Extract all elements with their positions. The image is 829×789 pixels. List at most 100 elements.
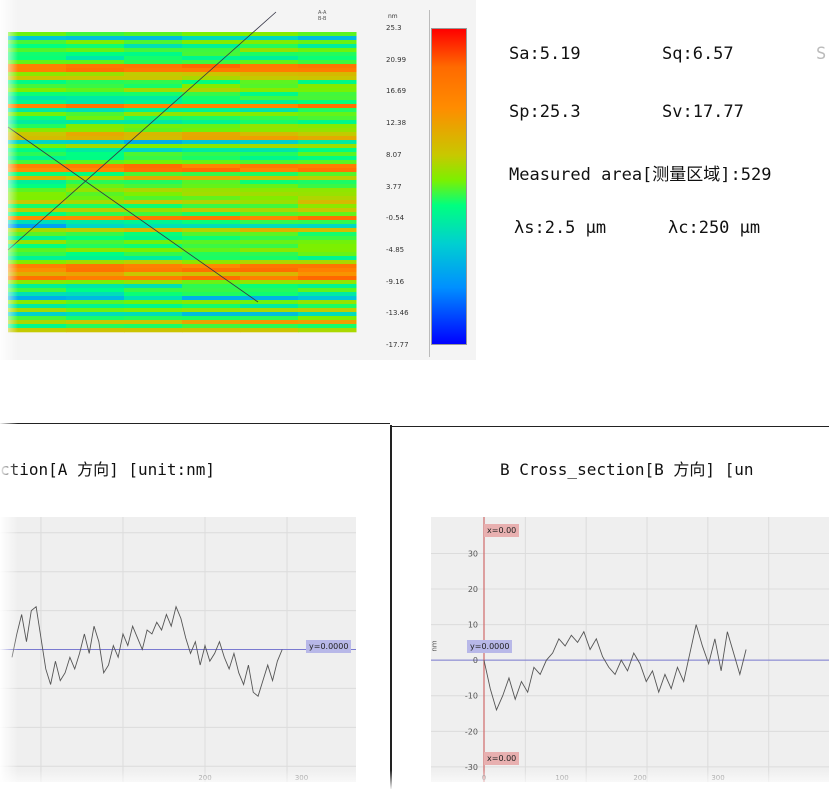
heatmap-cell [298,148,357,153]
heatmap-legend: A-A B-B [318,10,327,22]
heatmap-cell [240,124,299,129]
heatmap-cell [124,200,183,205]
heatmap-cell [298,88,357,93]
heatmap-cell [66,48,125,53]
heatmap-cell [240,84,299,89]
heatmap-cell [124,100,183,105]
colorbar-tick-label: -4.85 [386,245,405,254]
heatmap-cell [298,212,357,217]
heatmap-cell [66,268,125,273]
heatmap-cell [298,32,357,37]
heatmap-cell [298,80,357,85]
heatmap-cell [8,244,67,249]
heatmap-cell [182,116,241,121]
colorbar-tick-label: 8.07 [386,150,402,159]
heatmap-cell [298,48,357,53]
heatmap-cell [240,160,299,165]
heatmap-cell [124,64,183,69]
heatmap-cell [8,200,67,205]
colorbar-unit: nm [388,13,398,20]
heatmap-cell [240,44,299,49]
heatmap-cell [298,256,357,261]
heatmap-cell [124,184,183,189]
heatmap-cell [182,96,241,101]
colorbar-tick-label: -0.54 [386,214,405,223]
heatmap-cell [182,148,241,153]
heatmap-cell [182,208,241,213]
heatmap-cell [8,176,67,181]
heatmap-cell [124,132,183,137]
heatmap-cell [298,168,357,173]
heatmap-cell [298,180,357,185]
heatmap-cell [8,64,67,69]
heatmap-cell [124,168,183,173]
heatmap-cell [182,300,241,305]
heatmap-cell [298,140,357,145]
heatmap-cell [182,176,241,181]
y-tick-label: 20 [468,585,478,594]
heatmap-cell [182,76,241,81]
heatmap-cell [66,120,125,125]
heatmap-cell [124,72,183,77]
heatmap-cell [66,108,125,113]
heatmap-cell [8,236,67,241]
cross-section-b-plot: -30-20-1001020300100200300 x=0.00 x=0.00… [431,517,829,782]
heatmap-cell [8,80,67,85]
heatmap-cell [66,216,125,221]
heatmap-cell [124,96,183,101]
heatmap-cell [240,64,299,69]
heatmap-cell [182,224,241,229]
heatmap-cell [240,80,299,85]
heatmap-cell [240,264,299,269]
heatmap-cell [182,240,241,245]
heatmap-cell [240,220,299,225]
heatmap-cell [8,328,67,333]
heatmap-cell [8,276,67,281]
plot-b-cursor-x-top-label[interactable]: x=0.00 [484,524,520,537]
heatmap-cell [124,48,183,53]
heatmap-cell [298,40,357,45]
param-sq: Sq:6.57 [662,44,734,64]
heatmap-cell [240,132,299,137]
heatmap-cell [240,304,299,309]
heatmap-cell [298,184,357,189]
heatmap-cell [298,324,357,329]
heatmap-cell [124,120,183,125]
heatmap-cell [66,124,125,129]
plot-b-cursor-x-bottom-label[interactable]: x=0.00 [484,752,520,765]
heatmap-cell [182,124,241,129]
heatmap-cell [298,116,357,121]
heatmap-cell [240,52,299,57]
heatmap-cell [240,92,299,97]
heatmap-cell [66,64,125,69]
heatmap-cell [298,276,357,281]
heatmap-cell [298,260,357,265]
heatmap-cell [66,272,125,277]
heatmap-cell [240,204,299,209]
heatmap-cell [240,100,299,105]
heatmap-cell [66,204,125,209]
heatmap-cell [8,264,67,269]
plot-a-cursor-y-label[interactable]: y=0.0000 [306,640,352,653]
heatmap-cell [8,56,67,61]
heatmap-cell [240,316,299,321]
heatmap-cell [8,124,67,129]
heatmap-cell [124,252,183,257]
heatmap-cell [8,204,67,209]
heatmap-cell [240,136,299,141]
heatmap-cell [124,60,183,65]
heatmap-cell [66,112,125,117]
heatmap-cell [240,244,299,249]
heatmap-cell [298,104,357,109]
heatmap-cell [182,88,241,93]
heatmap-cell [124,164,183,169]
heatmap-cell [66,40,125,45]
heatmap-cell [8,212,67,217]
heatmap-cell [66,324,125,329]
heatmap-cell [8,188,67,193]
plot-b-cursor-y-label[interactable]: y=0.0000 [467,640,513,653]
heatmap-cell [182,228,241,233]
divider-horizontal-left [0,423,390,424]
heatmap-cell [124,108,183,113]
heatmap-cell [240,140,299,145]
